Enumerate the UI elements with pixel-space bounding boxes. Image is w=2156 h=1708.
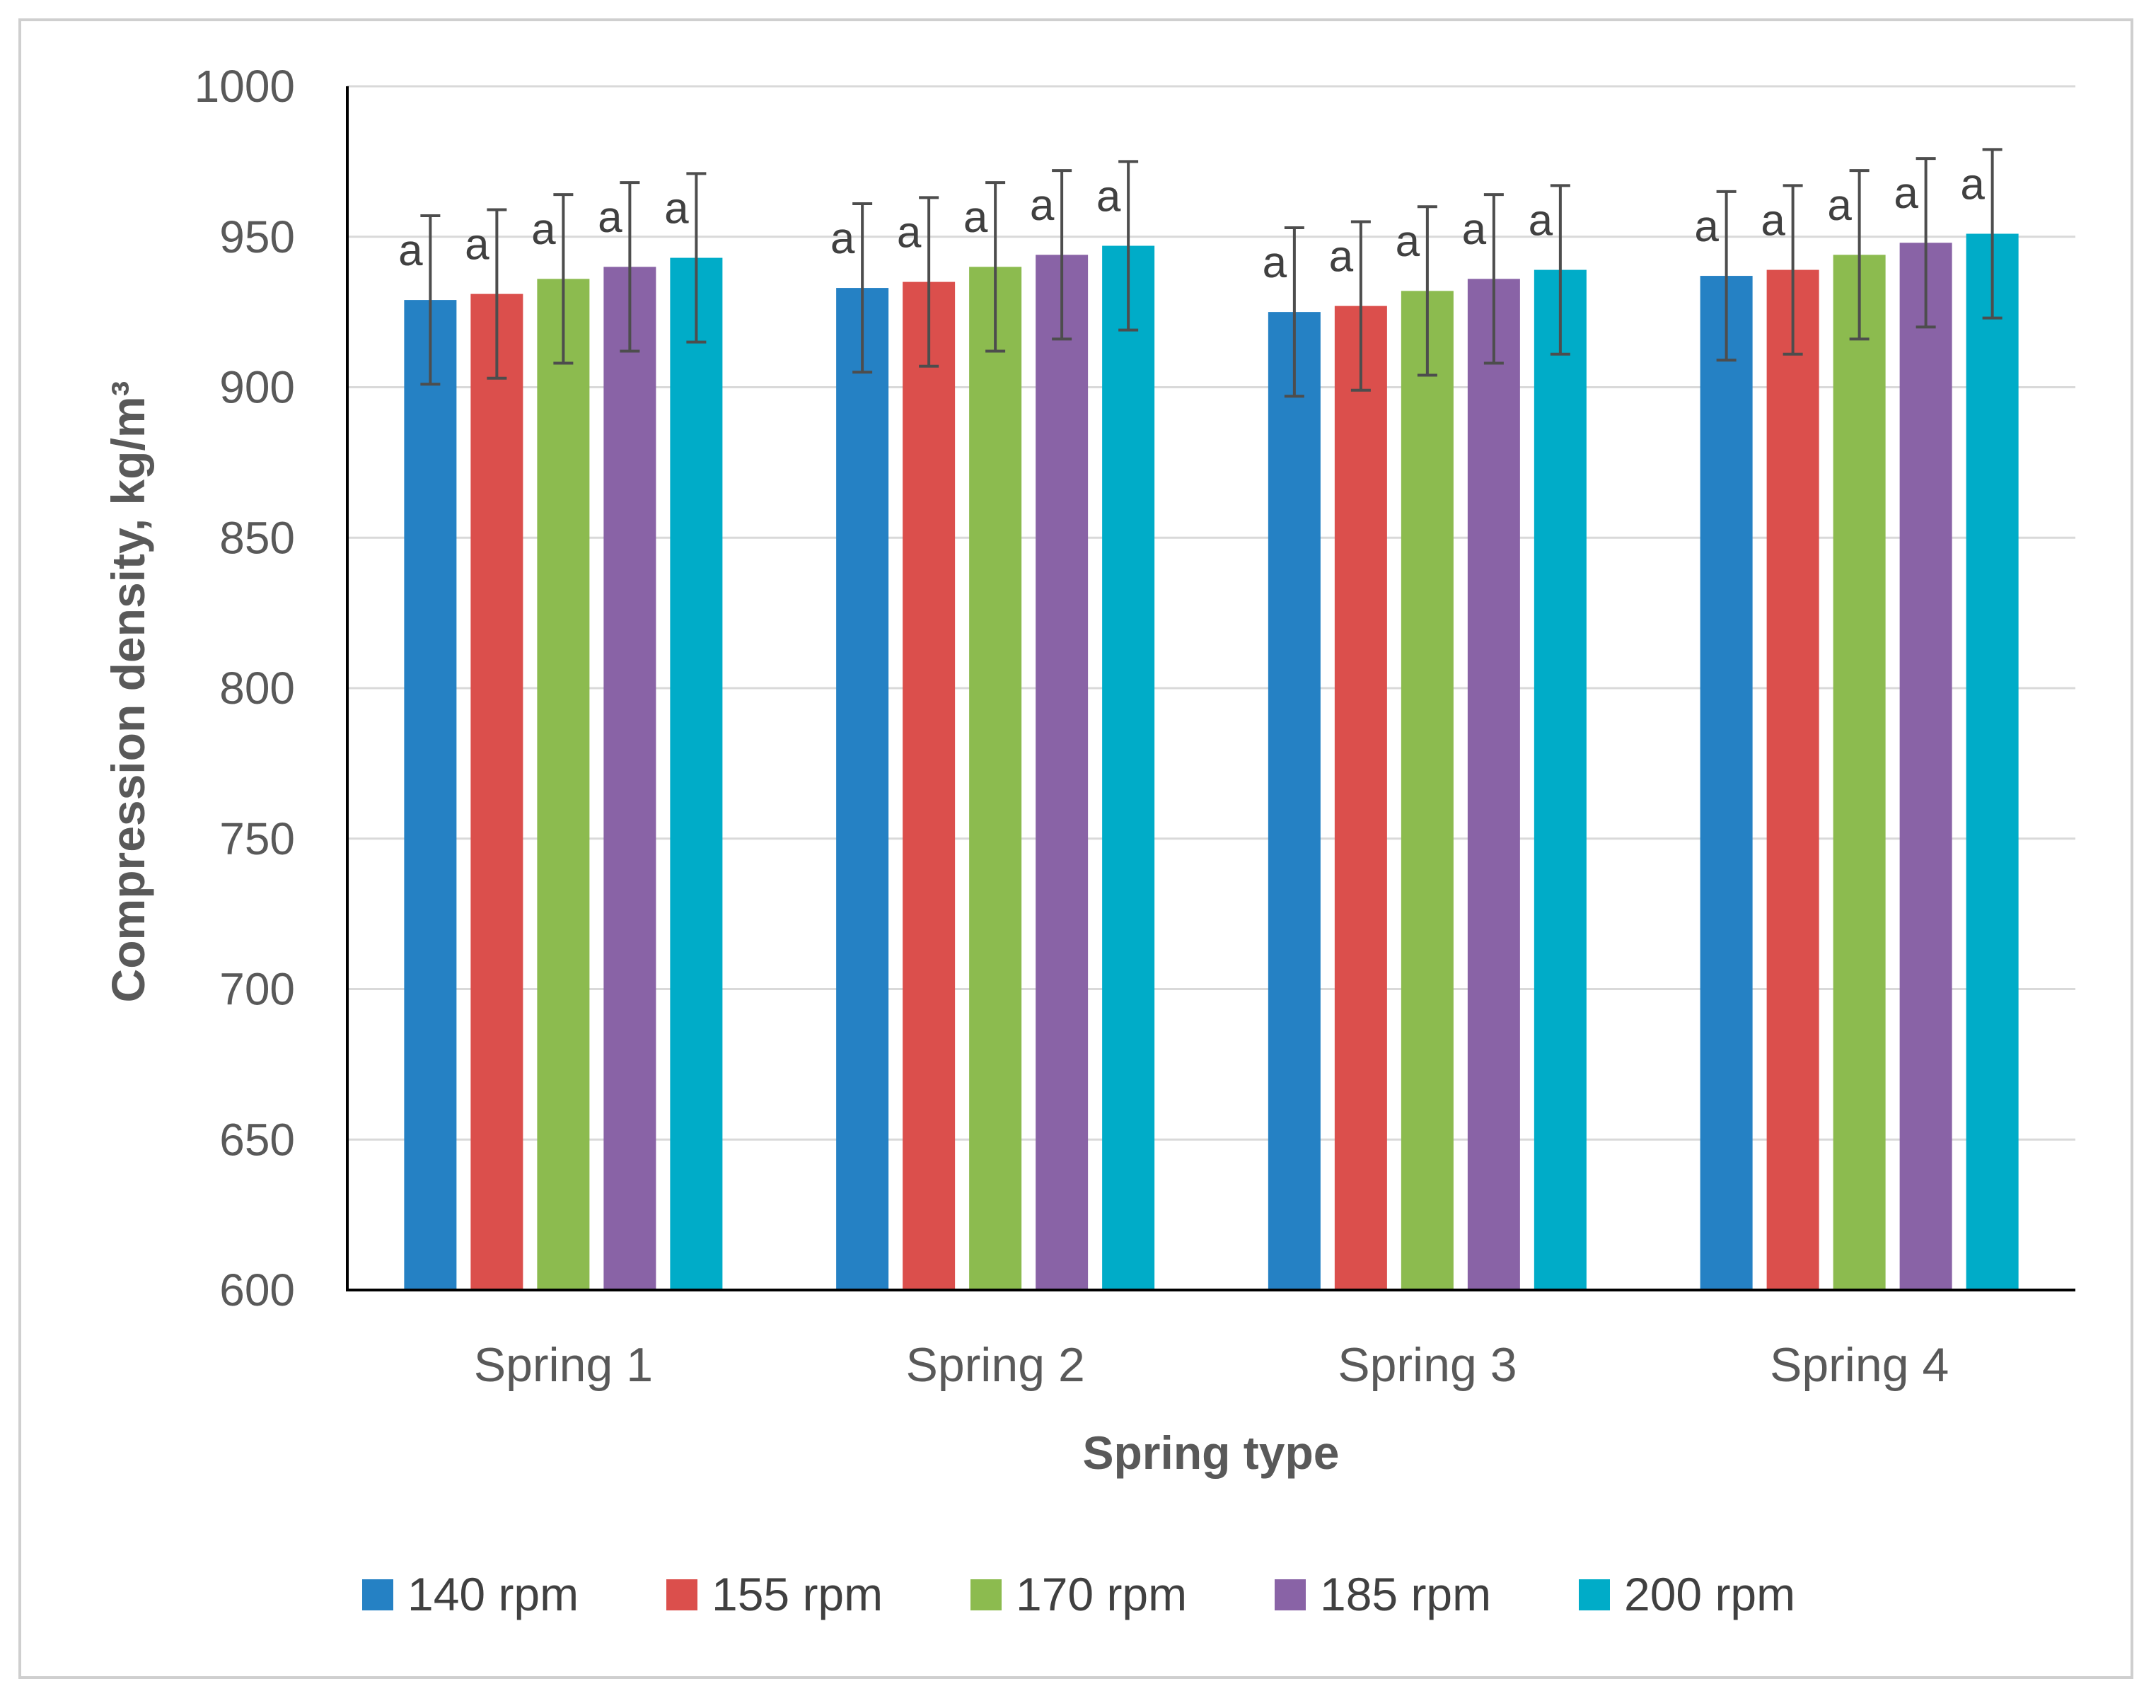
bar: [1401, 291, 1454, 1291]
significance-label: a: [1030, 181, 1055, 230]
legend-swatch: [1275, 1579, 1306, 1610]
x-category-label: Spring 4: [1770, 1338, 1949, 1392]
bar: [1966, 233, 2019, 1290]
significance-label: a: [398, 226, 423, 275]
significance-label: a: [598, 193, 622, 242]
significance-label: a: [1329, 232, 1354, 281]
legend-label: 200 rpm: [1624, 1568, 1795, 1620]
y-tick-label: 650: [219, 1114, 295, 1165]
bars: [404, 233, 2019, 1291]
y-tick-label: 600: [219, 1265, 295, 1315]
legend-swatch: [362, 1579, 393, 1610]
x-axis-title: Spring type: [1082, 1427, 1339, 1479]
legend-swatch: [970, 1579, 1002, 1610]
bar: [470, 294, 523, 1291]
y-tick-label: 850: [219, 512, 295, 563]
significance-label: a: [1096, 172, 1121, 221]
significance-label: a: [963, 193, 988, 242]
y-tick-label: 950: [219, 211, 295, 262]
significance-label: a: [830, 214, 855, 263]
x-category-label: Spring 3: [1338, 1338, 1517, 1392]
error-bars: [420, 148, 2003, 398]
bar: [969, 267, 1022, 1290]
significance-label: a: [897, 208, 922, 257]
bar: [603, 267, 656, 1290]
significance-label: a: [1462, 205, 1487, 254]
bar: [1833, 255, 1886, 1290]
significance-label: a: [1694, 202, 1719, 251]
significance-labels: a a a a aa a a a aa a a a a a a a a a: [398, 160, 1985, 287]
y-tick-label: 1000: [195, 61, 295, 112]
bar: [404, 300, 457, 1291]
significance-label: a: [1761, 196, 1785, 245]
significance-label: a: [1263, 238, 1287, 287]
bar: [1334, 306, 1387, 1290]
bar: [903, 281, 956, 1291]
bar: [1899, 243, 1952, 1290]
significance-label: a: [1396, 217, 1420, 266]
legend-label: 170 rpm: [1016, 1568, 1187, 1620]
significance-label: a: [465, 220, 489, 269]
legend-label: 155 rpm: [712, 1568, 883, 1620]
y-tick-label: 900: [219, 362, 295, 413]
y-axis-title: Compression density, kg/m³: [102, 381, 154, 1003]
x-category-label: Spring 1: [474, 1338, 653, 1392]
legend-swatch: [666, 1579, 697, 1610]
bar: [1766, 269, 1819, 1291]
x-category-label: Spring 2: [905, 1338, 1084, 1392]
legend: 140 rpm 155 rpm 170 rpm 185 rpm 200 rpm: [362, 1568, 1795, 1620]
bar: [1102, 245, 1155, 1290]
y-tick-label: 750: [219, 813, 295, 864]
bar: [1700, 276, 1753, 1291]
x-category-labels: Spring 1 Spring 2 Spring 3 Spring 4: [474, 1338, 1949, 1392]
y-tick-label: 700: [219, 964, 295, 1015]
bar: [1036, 255, 1089, 1290]
y-tick-labels: 600 650 700 750 800 850 900 950 1000: [195, 61, 295, 1315]
bar: [1268, 312, 1321, 1290]
bar: [537, 279, 590, 1290]
legend-label: 185 rpm: [1320, 1568, 1491, 1620]
significance-label: a: [1894, 169, 1918, 218]
significance-label: a: [1827, 181, 1852, 230]
significance-label: a: [664, 184, 689, 233]
bar: [1534, 269, 1587, 1291]
bar: [1467, 279, 1520, 1290]
significance-label: a: [1529, 196, 1553, 245]
legend-swatch: [1579, 1579, 1610, 1610]
y-tick-label: 800: [219, 663, 295, 714]
significance-label: a: [531, 205, 556, 254]
bar: [670, 257, 723, 1290]
legend-label: 140 rpm: [407, 1568, 579, 1620]
axes: [346, 86, 2075, 1291]
significance-label: a: [1960, 160, 1985, 209]
bar: [836, 288, 889, 1291]
